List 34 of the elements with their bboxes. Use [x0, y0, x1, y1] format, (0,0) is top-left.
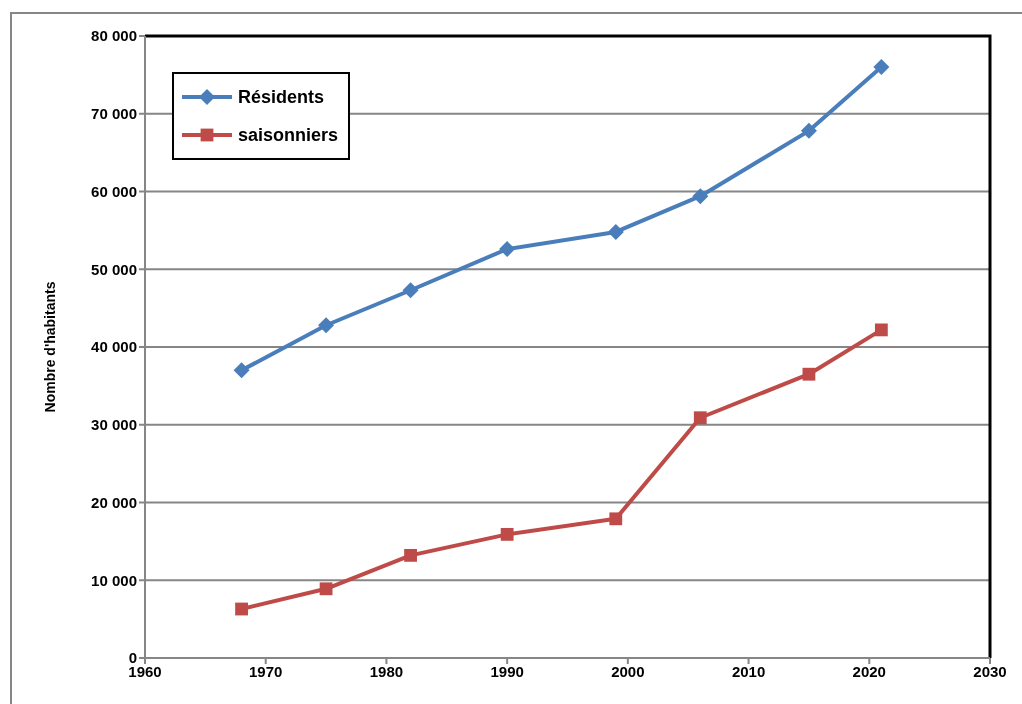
y-tick-label: 40 000 [91, 338, 137, 356]
point [692, 188, 709, 205]
legend-label: Résidents [238, 86, 325, 108]
point [319, 582, 333, 596]
x-tick-label: 1990 [490, 662, 524, 680]
x-tick-label: 2020 [852, 662, 886, 680]
point [609, 512, 623, 526]
x-tick-label: 2010 [731, 662, 766, 680]
point [233, 362, 250, 379]
point [235, 602, 248, 616]
point [500, 527, 514, 541]
y-tick-label: 80 000 [91, 27, 137, 45]
point [402, 282, 419, 299]
point [874, 323, 888, 337]
y-tick-label: 10 000 [91, 571, 137, 589]
x-tick-label: 2000 [611, 662, 645, 680]
y-tick-label: 70 000 [91, 105, 137, 123]
legend-label: saisonniers [238, 124, 339, 146]
point [318, 317, 335, 334]
y-axis-title: Nombre d'habitants [42, 281, 58, 413]
y-tick-label: 60 000 [91, 182, 137, 200]
y-tick-label: 30 000 [91, 416, 137, 434]
point [404, 548, 417, 562]
point [693, 411, 707, 425]
point [499, 241, 516, 258]
point [802, 367, 816, 381]
y-tick-label: 20 000 [91, 493, 137, 511]
x-tick-label: 1970 [249, 662, 283, 680]
point [800, 122, 817, 139]
point [873, 59, 890, 76]
x-tick-label: 2030 [973, 662, 1007, 680]
x-tick-label: 1980 [369, 662, 404, 680]
point [607, 223, 624, 240]
y-tick-label: 50 000 [91, 260, 137, 278]
